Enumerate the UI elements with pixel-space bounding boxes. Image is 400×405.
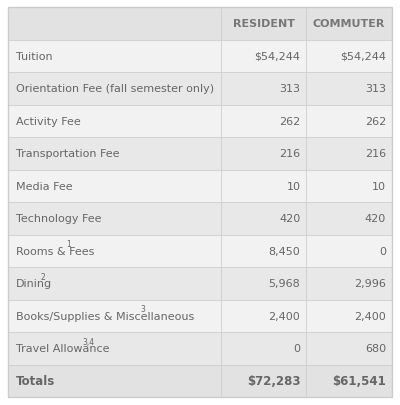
Bar <box>8 8 221 40</box>
Bar <box>221 235 306 267</box>
Text: 313: 313 <box>279 84 300 94</box>
Bar <box>8 332 221 364</box>
Text: 420: 420 <box>279 214 300 224</box>
Text: 313: 313 <box>365 84 386 94</box>
Bar <box>8 300 221 332</box>
Bar <box>306 138 392 170</box>
Text: 10: 10 <box>286 181 300 191</box>
Bar <box>8 170 221 202</box>
Bar <box>221 105 306 138</box>
Bar <box>306 267 392 300</box>
Text: $61,541: $61,541 <box>332 374 386 387</box>
Text: Orientation Fee (fall semester only): Orientation Fee (fall semester only) <box>16 84 214 94</box>
Text: Books/Supplies & Miscellaneous: Books/Supplies & Miscellaneous <box>16 311 194 321</box>
Text: Dining: Dining <box>16 279 52 288</box>
Text: 262: 262 <box>279 117 300 126</box>
Bar <box>221 332 306 364</box>
Bar <box>221 202 306 235</box>
Bar <box>306 364 392 397</box>
Text: 2,400: 2,400 <box>354 311 386 321</box>
Bar <box>221 138 306 170</box>
Text: COMMUTER: COMMUTER <box>313 19 385 29</box>
Text: 8,450: 8,450 <box>269 246 300 256</box>
Bar <box>306 170 392 202</box>
Bar <box>8 40 221 73</box>
Bar <box>221 8 306 40</box>
Text: Totals: Totals <box>16 374 55 387</box>
Text: 3: 3 <box>141 304 146 313</box>
Text: 0: 0 <box>293 343 300 354</box>
Text: Rooms & Fees: Rooms & Fees <box>16 246 94 256</box>
Bar <box>221 267 306 300</box>
Text: 216: 216 <box>279 149 300 159</box>
Bar <box>8 73 221 105</box>
Text: 0: 0 <box>379 246 386 256</box>
Bar <box>306 300 392 332</box>
Bar <box>8 138 221 170</box>
Bar <box>306 202 392 235</box>
Text: Transportation Fee: Transportation Fee <box>16 149 120 159</box>
Bar <box>306 105 392 138</box>
Bar <box>306 40 392 73</box>
Bar <box>8 267 221 300</box>
Text: Activity Fee: Activity Fee <box>16 117 81 126</box>
Text: $54,244: $54,244 <box>340 51 386 62</box>
Text: 680: 680 <box>365 343 386 354</box>
Bar <box>221 300 306 332</box>
Bar <box>8 202 221 235</box>
Bar <box>8 364 221 397</box>
Bar <box>8 235 221 267</box>
Text: Media Fee: Media Fee <box>16 181 73 191</box>
Text: 2,400: 2,400 <box>269 311 300 321</box>
Bar <box>8 105 221 138</box>
Bar <box>221 364 306 397</box>
Text: Travel Allowance: Travel Allowance <box>16 343 110 354</box>
Text: 1: 1 <box>66 239 71 249</box>
Text: 2: 2 <box>41 272 46 281</box>
Text: 5,968: 5,968 <box>269 279 300 288</box>
Text: Technology Fee: Technology Fee <box>16 214 102 224</box>
Text: 2,996: 2,996 <box>354 279 386 288</box>
Text: 216: 216 <box>365 149 386 159</box>
Text: 10: 10 <box>372 181 386 191</box>
Bar <box>221 170 306 202</box>
Text: Tuition: Tuition <box>16 51 53 62</box>
Bar <box>221 40 306 73</box>
Bar <box>221 73 306 105</box>
Text: 3,4: 3,4 <box>82 337 95 346</box>
Bar <box>306 8 392 40</box>
Bar <box>306 332 392 364</box>
Text: RESIDENT: RESIDENT <box>233 19 295 29</box>
Text: 420: 420 <box>365 214 386 224</box>
Text: 262: 262 <box>365 117 386 126</box>
Bar <box>306 235 392 267</box>
Bar <box>306 73 392 105</box>
Text: $54,244: $54,244 <box>254 51 300 62</box>
Text: $72,283: $72,283 <box>247 374 300 387</box>
